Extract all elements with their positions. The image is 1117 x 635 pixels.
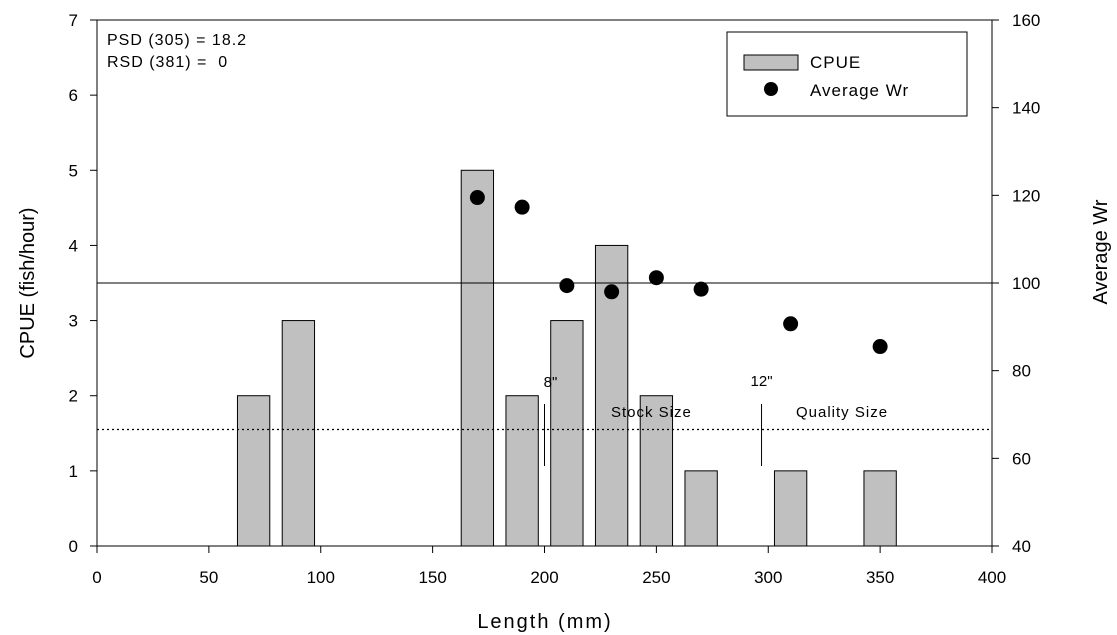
x-tick-label-7: 350	[866, 568, 894, 587]
wr-points	[469, 190, 888, 355]
size-marker-label-0: 8"	[544, 374, 558, 391]
left-tick-label-1: 1	[69, 462, 78, 481]
cpue-bar-8	[773, 470, 808, 547]
left-tick-label-0: 0	[69, 537, 78, 556]
rsd-annotation: RSD (381) = 0	[107, 54, 228, 71]
x-tick-label-2: 100	[307, 568, 335, 587]
legend-wr-label: Average Wr	[810, 81, 909, 100]
wr-point-3	[604, 284, 620, 300]
x-tick-label-8: 400	[978, 568, 1006, 587]
right-tick-label-6: 160	[1012, 11, 1040, 30]
x-axis-title: Length (mm)	[477, 611, 612, 633]
cpue-bar-0	[236, 395, 271, 547]
cpue-bar-9	[863, 470, 897, 547]
left-tick-label-5: 5	[69, 161, 78, 180]
cpue-bars	[236, 169, 897, 547]
axes	[90, 19, 999, 553]
legend-cpue-swatch	[743, 54, 799, 71]
left-tick-label-7: 7	[69, 11, 78, 30]
wr-point-6	[783, 316, 799, 332]
x-tick-label-4: 200	[530, 568, 558, 587]
right-axis-title: Average Wr	[1090, 199, 1112, 304]
x-tick-label-1: 50	[199, 568, 218, 587]
right-tick-label-3: 100	[1012, 274, 1040, 293]
tick-labels: 0 50 100 150 200 250 300 350 400 0 1 2 3 4 5 6 7 40 60 80 10…	[69, 11, 1041, 587]
right-tick-label-2: 80	[1012, 362, 1031, 381]
x-tick-label-3: 150	[418, 568, 446, 587]
right-tick-label-0: 40	[1012, 537, 1031, 556]
reference-lines	[97, 282, 992, 431]
right-tick-label-4: 120	[1012, 186, 1040, 205]
wr-point-1	[514, 199, 530, 215]
legend-cpue-label: CPUE	[810, 53, 861, 72]
wr-point-4	[648, 270, 664, 286]
cpue-bar-1	[281, 320, 316, 547]
legend: CPUE Average Wr	[726, 31, 968, 117]
size-marker-label-1: 12"	[751, 373, 773, 390]
wr-point-2	[559, 278, 575, 294]
size-markers: 8" Stock Size 12" Quality Size	[544, 373, 888, 466]
psd-annotation: PSD (305) = 18.2	[107, 32, 247, 49]
left-tick-label-3: 3	[69, 312, 78, 331]
cpue-bar-2	[460, 169, 495, 547]
wr-point-0	[469, 190, 485, 206]
left-tick-label-6: 6	[69, 86, 78, 105]
wr-point-5	[693, 281, 709, 297]
left-tick-label-2: 2	[69, 387, 78, 406]
wr-point-7	[872, 339, 888, 355]
size-region-label-1: Quality Size	[796, 404, 888, 421]
left-axis-title: CPUE (fish/hour)	[17, 207, 39, 358]
legend-wr-marker	[764, 82, 778, 96]
cpue-bar-7	[684, 470, 718, 547]
size-region-label-0: Stock Size	[611, 404, 692, 421]
right-tick-label-1: 60	[1012, 449, 1031, 468]
legend-box	[726, 31, 968, 117]
cpue-bar-3	[505, 395, 539, 547]
cpue-bar-6	[639, 395, 674, 547]
right-tick-label-5: 140	[1012, 99, 1040, 118]
x-tick-label-6: 300	[754, 568, 782, 587]
left-tick-label-4: 4	[69, 236, 78, 255]
x-tick-label-0: 0	[92, 568, 101, 587]
cpue-bar-4	[550, 320, 584, 547]
x-tick-label-5: 250	[642, 568, 670, 587]
